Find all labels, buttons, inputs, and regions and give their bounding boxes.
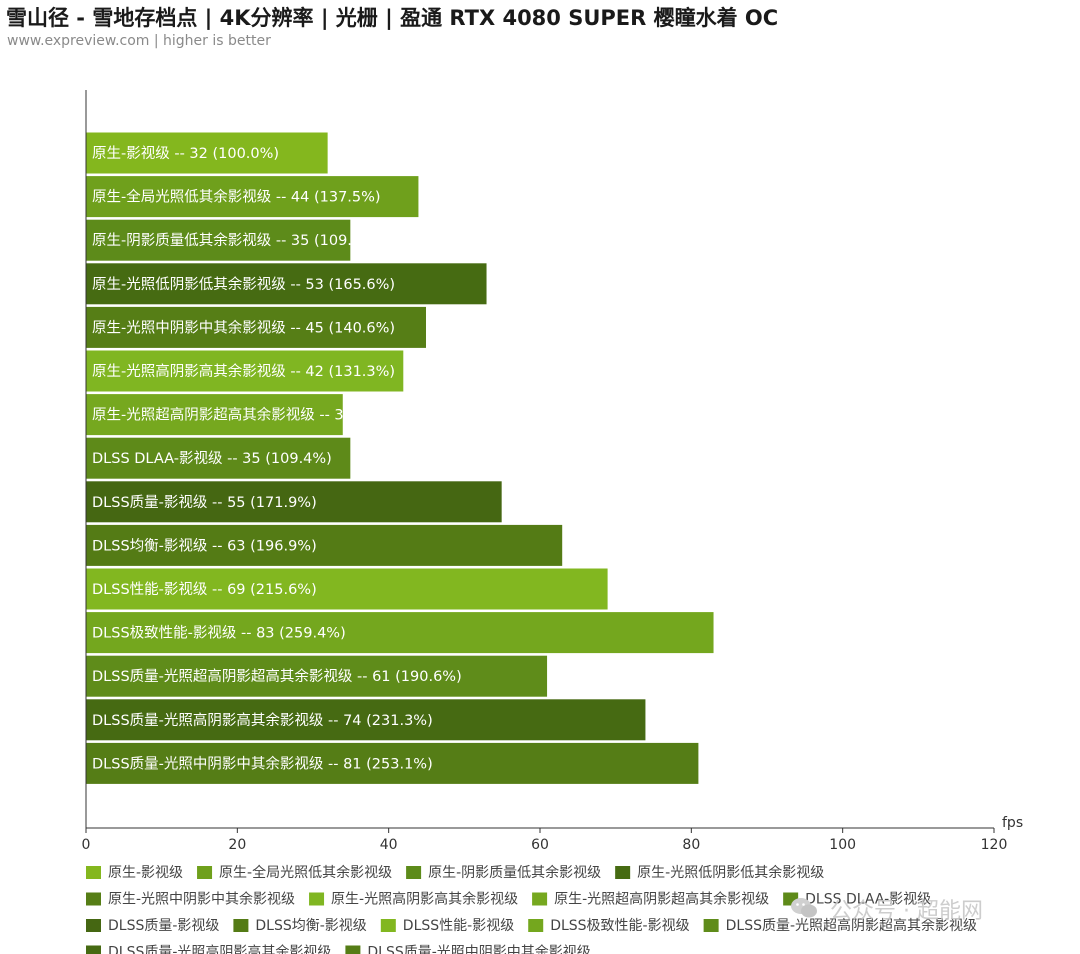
x-tick-label-120: 120 — [981, 837, 1008, 853]
bar-label-9: DLSS质量-影视级 -- 55 (171.9%) — [92, 494, 317, 511]
chart-title: 雪山径 - 雪地存档点 | 4K分辨率 | 光栅 | 盈通 RTX 4080 S… — [6, 6, 779, 30]
x-tick-label-0: 0 — [82, 837, 91, 853]
legend-item-2: 原生-全局光照低其余影视级 — [219, 864, 392, 881]
legend-swatch-1 — [86, 866, 101, 879]
legend-item-3: 原生-阴影质量低其余影视级 — [428, 864, 601, 881]
bars-group: 原生-影视级 -- 32 (100.0%) 原生-全局光照低其余影视级 -- 44… — [85, 131, 715, 785]
legend-swatch-3 — [406, 866, 422, 879]
bar-1 — [85, 131, 329, 175]
bar-15 — [85, 741, 700, 785]
legend-item-8: DLSS DLAA-影视级 — [805, 892, 931, 908]
legend-item-4: 原生-光照低阴影低其余影视级 — [637, 864, 824, 881]
legend-swatch-9 — [86, 919, 101, 932]
bar-label-11: DLSS性能-影视级 -- 69 (215.6%) — [92, 581, 317, 598]
legend-item-11: DLSS性能-影视级 — [403, 918, 514, 934]
legend-item-12: DLSS极致性能-影视级 — [550, 918, 689, 934]
x-tick-label-60: 60 — [531, 837, 549, 853]
legend-swatch-11 — [380, 919, 396, 932]
legend-item-9: DLSS质量-影视级 — [108, 918, 219, 934]
bar-label-5: 原生-光照中阴影中其余影视级 -- 45 (140.6%) — [92, 318, 395, 336]
bar-label-13: DLSS质量-光照超高阴影超高其余影视级 -- 61 (190.6%) — [92, 667, 462, 685]
bar-6 — [85, 349, 405, 393]
legend-swatch-14 — [86, 945, 101, 954]
bar-label-2: 原生-全局光照低其余影视级 -- 44 (137.5%) — [92, 188, 381, 206]
x-tick-label-80: 80 — [682, 837, 700, 853]
x-tick-label-20: 20 — [228, 837, 246, 853]
bar-label-7: 原生-光照超高阴影超高其余影视级 -- 34 (106.3%) — [92, 406, 424, 424]
x-axis-unit: fps — [1002, 815, 1023, 831]
legend-swatch-4 — [615, 866, 631, 879]
bar-label-6: 原生-光照高阴影高其余影视级 -- 42 (131.3%) — [92, 362, 395, 380]
chart-subtitle: www.expreview.com | higher is better — [7, 33, 271, 49]
bar-13 — [85, 654, 549, 698]
bar-label-14: DLSS质量-光照高阴影高其余影视级 -- 74 (231.3%) — [92, 711, 433, 729]
bar-7 — [85, 393, 344, 437]
legend-swatch-15 — [345, 945, 361, 954]
legend-swatch-10 — [233, 919, 249, 932]
x-axis: 0 20 40 60 80 100 120 fps — [82, 90, 1023, 853]
watermark-text: 公众号 · 超能网 — [830, 899, 983, 924]
legend-swatch-2 — [197, 866, 213, 879]
legend-item-1: 原生-影视级 — [108, 865, 183, 881]
bar-3 — [85, 218, 352, 262]
legend-swatch-7 — [532, 892, 548, 906]
bar-8 — [85, 436, 352, 480]
bar-label-12: DLSS极致性能-影视级 -- 83 (259.4%) — [92, 625, 346, 642]
legend-item-6: 原生-光照高阴影高其余影视级 — [331, 891, 518, 908]
wechat-icon — [791, 898, 817, 918]
bar-12 — [85, 611, 715, 655]
bar-2 — [85, 175, 420, 219]
legend-item-5: 原生-光照中阴影中其余影视级 — [108, 891, 295, 908]
x-tick-label-40: 40 — [380, 837, 398, 853]
bar-9 — [85, 480, 503, 524]
legend: 原生-影视级 原生-全局光照低其余影视级 原生-阴影质量低其余影视级 原生-光照低阴影… — [86, 864, 977, 954]
bar-4 — [85, 262, 488, 306]
bar-label-1: 原生-影视级 -- 32 (100.0%) — [92, 145, 279, 162]
bar-label-10: DLSS均衡-影视级 -- 63 (196.9%) — [92, 537, 317, 554]
legend-item-7: 原生-光照超高阴影超高其余影视级 — [554, 891, 769, 908]
legend-swatch-6 — [309, 892, 325, 906]
legend-swatch-12 — [528, 919, 544, 932]
bar-label-4: 原生-光照低阴影低其余影视级 -- 53 (165.6%) — [92, 275, 395, 293]
bar-5 — [85, 305, 427, 349]
legend-item-10: DLSS均衡-影视级 — [255, 918, 366, 934]
legend-item-13: DLSS质量-光照超高阴影超高其余影视级 — [726, 917, 977, 934]
bar-label-8: DLSS DLAA-影视级 -- 35 (109.4%) — [92, 450, 332, 467]
bar-label-3: 原生-阴影质量低其余影视级 -- 35 (109.4%) — [92, 231, 381, 249]
bar-11 — [85, 567, 609, 611]
legend-swatch-13 — [703, 919, 719, 932]
x-tick-label-100: 100 — [829, 837, 856, 853]
legend-item-15: DLSS质量-光照中阴影中其余影视级 — [367, 944, 590, 954]
legend-item-14: DLSS质量-光照高阴影高其余影视级 — [108, 944, 331, 954]
bar-label-15: DLSS质量-光照中阴影中其余影视级 -- 81 (253.1%) — [92, 754, 433, 772]
legend-swatch-5 — [86, 892, 101, 906]
